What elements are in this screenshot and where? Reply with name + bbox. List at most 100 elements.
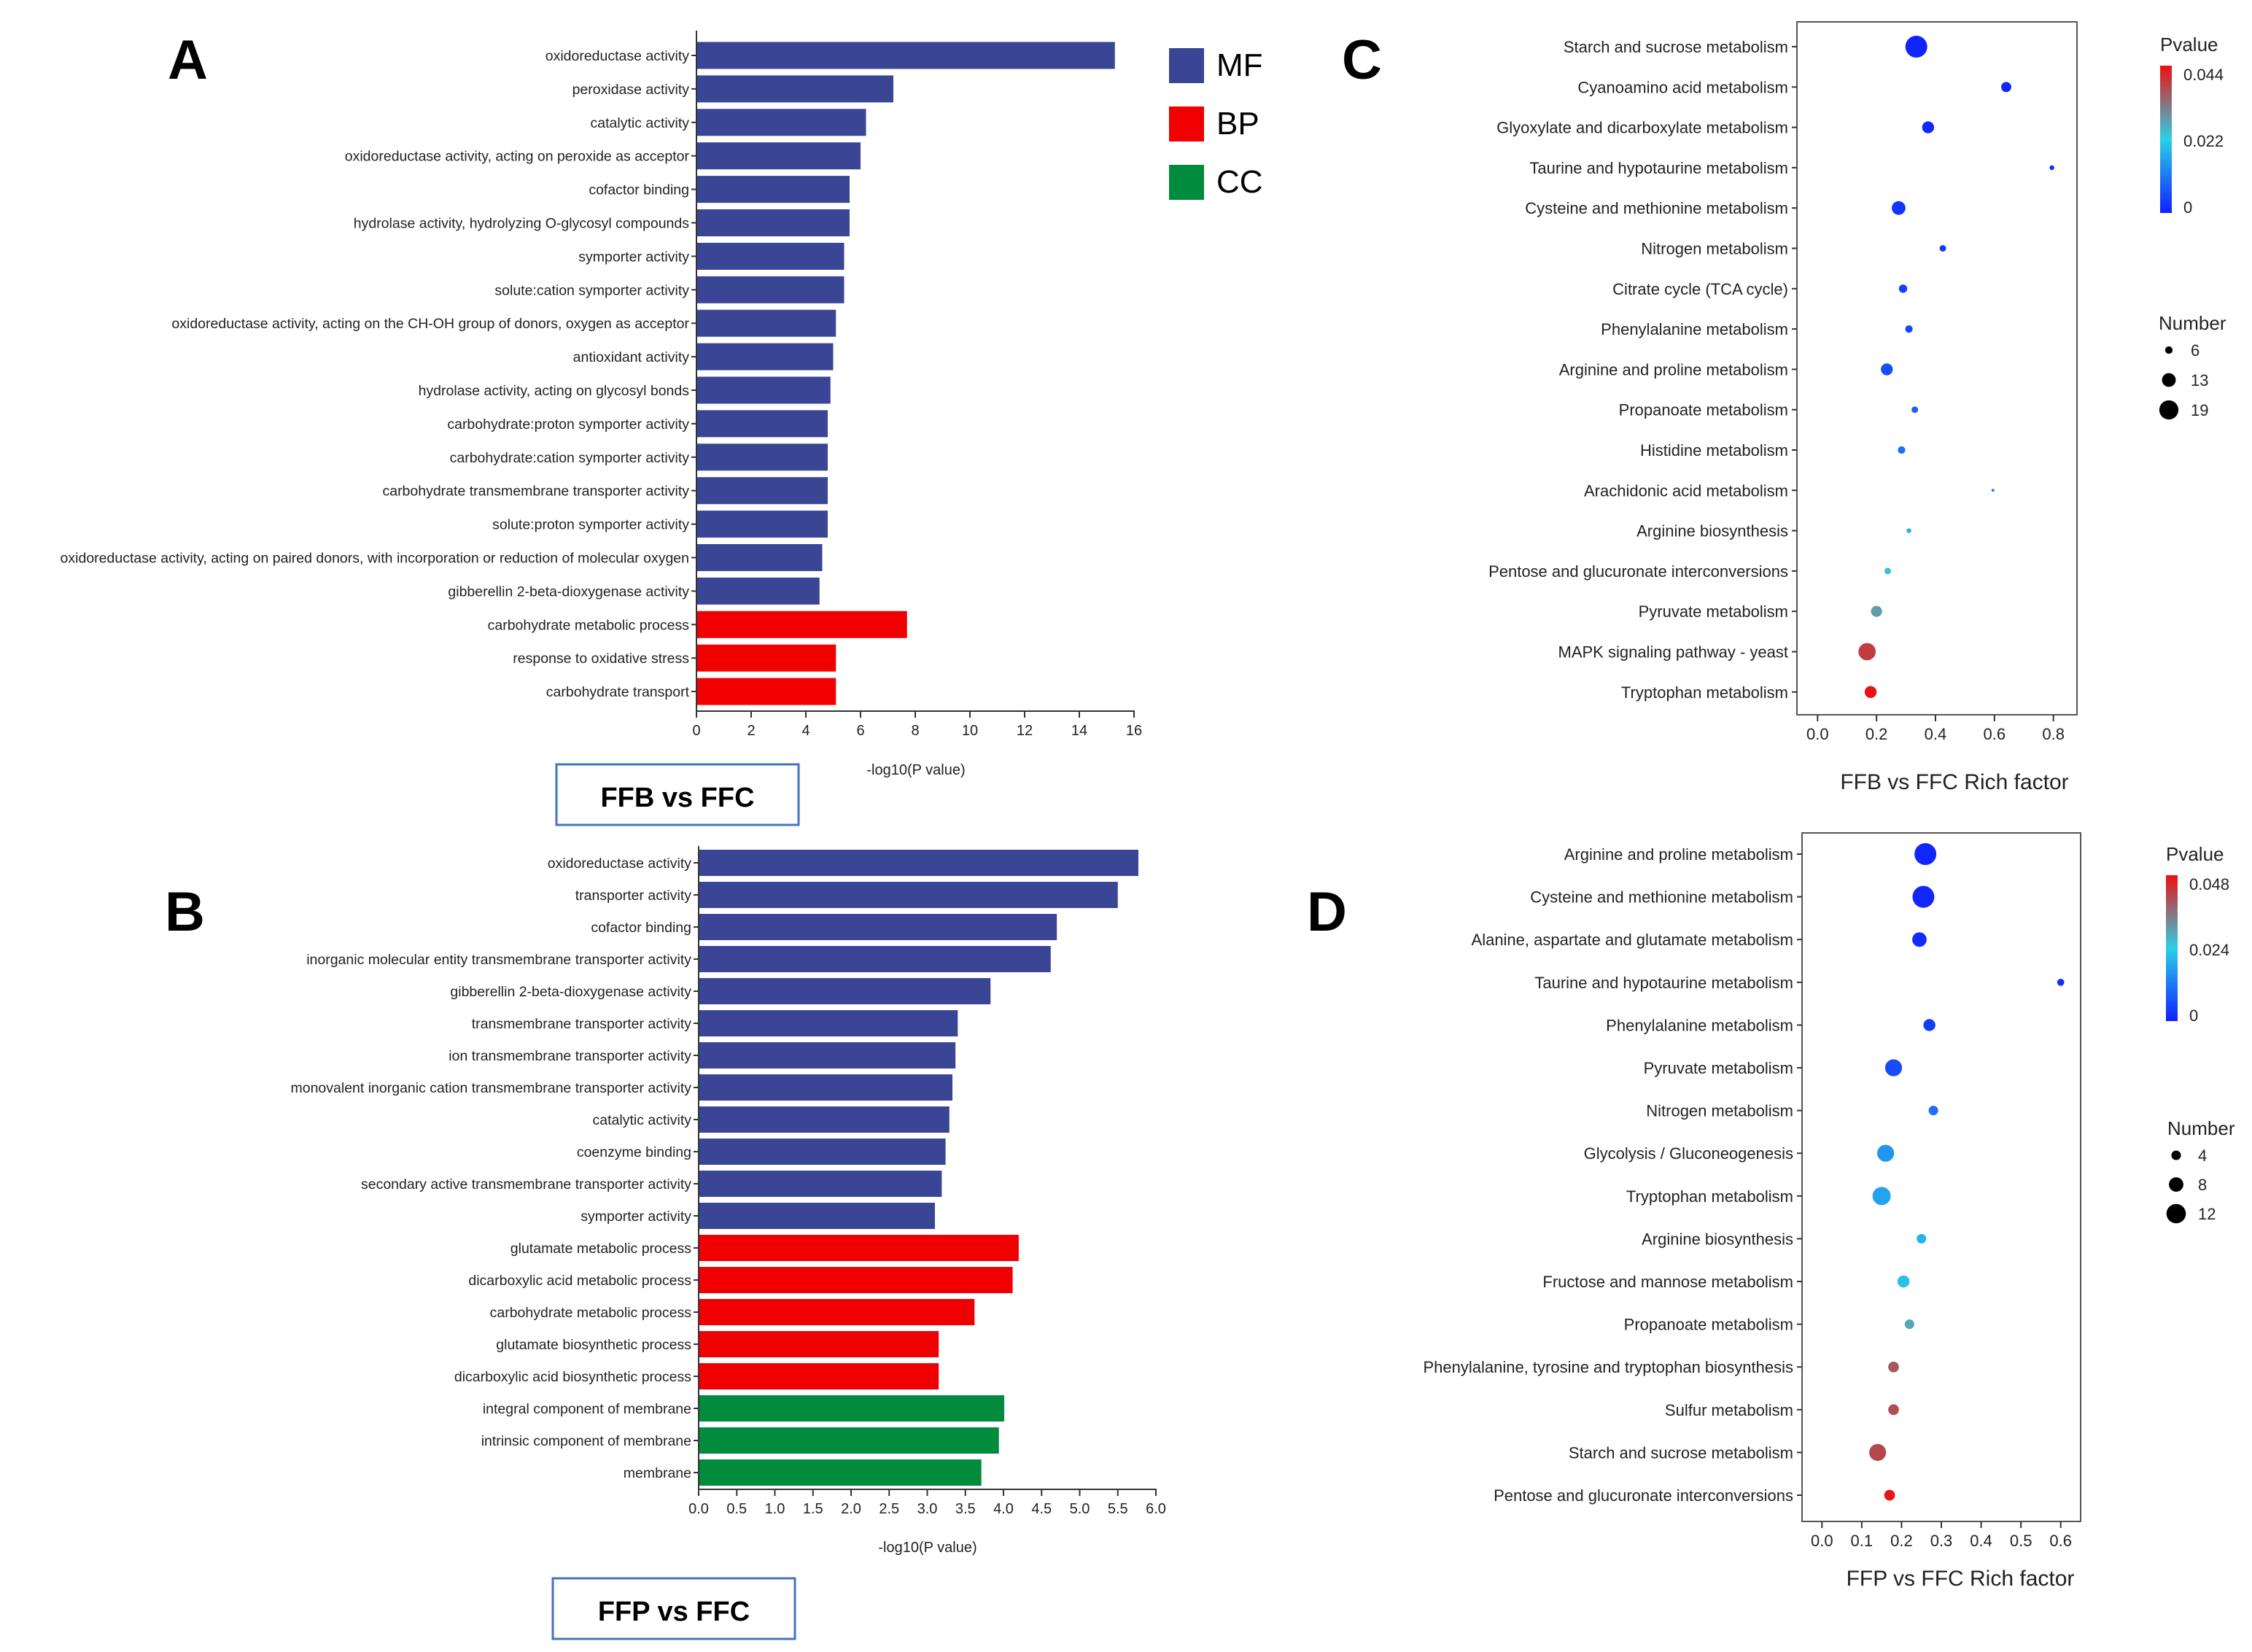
bar — [696, 276, 844, 303]
panel-d-pvalue-legend: Pvalue 0.048 0.024 0 — [2166, 843, 2229, 1025]
size-legend-label: 6 — [2191, 341, 2199, 360]
x-tick-label: 3.0 — [917, 1501, 938, 1517]
pathway-label: Histidine metabolism — [1640, 441, 1788, 459]
panel-d-pvalue-tick-mid: 0.024 — [2189, 941, 2229, 959]
go-category-legend: MF BP CC — [1169, 47, 1263, 200]
pathway-point — [1905, 325, 1913, 333]
bar — [699, 1139, 946, 1165]
legend-swatch-cc — [1169, 165, 1204, 200]
pathway-point — [1898, 284, 1908, 293]
bar — [696, 109, 866, 136]
pathway-point — [2049, 165, 2054, 171]
x-tick-label: 0.2 — [1890, 1532, 1913, 1550]
size-legend-dot — [2166, 1203, 2186, 1224]
category-label: oxidoreductase activity, acting on paire… — [61, 551, 689, 567]
x-tick-label: 2.5 — [879, 1501, 899, 1517]
category-label: oxidoreductase activity, acting on perox… — [345, 149, 690, 165]
bar — [699, 882, 1118, 908]
bar — [696, 577, 820, 605]
bar — [699, 914, 1057, 940]
bar — [696, 376, 831, 404]
bar — [699, 1010, 958, 1036]
category-label: monovalent inorganic cation transmembran… — [290, 1080, 691, 1096]
category-label: inorganic molecular entity transmembrane… — [306, 952, 691, 968]
category-label: carbohydrate metabolic process — [488, 617, 690, 633]
category-label: solute:proton symporter activity — [492, 517, 689, 533]
bar — [696, 343, 834, 371]
pathway-label: Arginine and proline metabolism — [1564, 845, 1793, 864]
bar — [699, 1395, 1005, 1422]
pathway-point — [1884, 567, 1891, 575]
category-label: response to oxidative stress — [513, 651, 689, 667]
size-legend-label: 13 — [2191, 371, 2208, 389]
pathway-point — [1881, 363, 1893, 376]
legend-label-mf: MF — [1216, 47, 1263, 83]
panel-c-bubble-chart: Starch and sucrose metabolism Cyanoamino … — [1488, 21, 2226, 794]
panel-d-bubble-chart: Arginine and proline metabolism Cysteine … — [1423, 832, 2235, 1591]
pathway-label: Glycolysis / Gluconeogenesis — [1584, 1144, 1793, 1163]
category-label: carbohydrate:cation symporter activity — [450, 450, 690, 466]
size-legend-dot — [2162, 373, 2176, 387]
x-tick-label: 1.5 — [803, 1501, 823, 1517]
pathway-label: Citrate cycle (TCA cycle) — [1612, 280, 1788, 298]
x-tick-label: 2.0 — [841, 1501, 861, 1517]
pathway-point — [1904, 1319, 1914, 1330]
pathway-point — [1892, 201, 1906, 215]
bar — [699, 1235, 1019, 1261]
panel-c-size-legend: Number 6 13 19 — [2159, 312, 2226, 420]
pathway-point — [1864, 686, 1877, 698]
bar — [696, 176, 850, 203]
category-label: integral component of membrane — [483, 1401, 691, 1417]
bar — [699, 946, 1051, 972]
pathway-label: Starch and sucrose metabolism — [1569, 1443, 1793, 1462]
panel-b-title-box — [551, 1577, 796, 1640]
category-label: catalytic activity — [591, 115, 690, 131]
panel-a-bar-chart: oxidoreductase activity peroxidase activi… — [61, 31, 1263, 826]
bar — [699, 1074, 952, 1101]
pathway-point — [1876, 1144, 1895, 1162]
pathway-point — [1884, 1059, 1903, 1077]
category-label: catalytic activity — [593, 1112, 692, 1128]
x-tick-label: 0.2 — [1865, 725, 1888, 743]
x-tick-label: 6 — [856, 723, 864, 739]
category-label: dicarboxylic acid biosynthetic process — [454, 1369, 691, 1385]
panel-a-title-box — [555, 763, 800, 826]
pathway-point — [2057, 978, 2065, 986]
pathway-label: Alanine, aspartate and glutamate metabol… — [1472, 931, 1793, 949]
bar — [696, 242, 844, 270]
pathway-label: Phenylalanine metabolism — [1601, 320, 1788, 338]
x-tick-label: 10 — [962, 723, 978, 739]
category-label: dicarboxylic acid metabolic process — [468, 1273, 691, 1289]
pathway-label: Fructose and mannose metabolism — [1542, 1273, 1793, 1291]
category-label: antioxidant activity — [573, 349, 690, 365]
x-tick-label: 0.0 — [1806, 725, 1829, 743]
bar — [696, 410, 828, 438]
category-label: coenzyme binding — [577, 1144, 691, 1160]
panel-d-pvalue-title: Pvalue — [2166, 843, 2224, 865]
panel-c-size-title: Number — [2159, 312, 2226, 334]
pathway-label: Cysteine and methionine metabolism — [1530, 888, 1793, 907]
pathway-point — [1905, 36, 1927, 58]
pathway-label: Sulfur metabolism — [1665, 1401, 1793, 1419]
size-legend-dot — [2159, 400, 2179, 420]
bar — [696, 142, 861, 170]
pathway-point — [1914, 843, 1937, 865]
pathway-point — [1939, 245, 1946, 252]
x-tick-label: 5.5 — [1108, 1501, 1128, 1517]
panel-c-pvalue-tick-min: 0 — [2183, 198, 2192, 217]
bar — [699, 850, 1138, 876]
pathway-label: Pentose and glucuronate interconversions — [1494, 1486, 1793, 1505]
bar — [696, 477, 828, 505]
pathway-label: Pyruvate metabolism — [1639, 602, 1788, 621]
category-label: cofactor binding — [589, 182, 689, 198]
pathway-point — [2001, 82, 2011, 93]
bar — [699, 1171, 942, 1197]
legend-label-cc: CC — [1216, 164, 1263, 200]
category-label: carbohydrate transmembrane transporter a… — [382, 484, 689, 500]
bar — [696, 443, 828, 471]
pathway-point — [1872, 1187, 1891, 1206]
category-label: transmembrane transporter activity — [472, 1016, 692, 1032]
pathway-point — [1917, 1233, 1927, 1244]
panel-c-pvalue-title: Pvalue — [2160, 34, 2218, 55]
x-tick-label: 2 — [747, 723, 755, 739]
